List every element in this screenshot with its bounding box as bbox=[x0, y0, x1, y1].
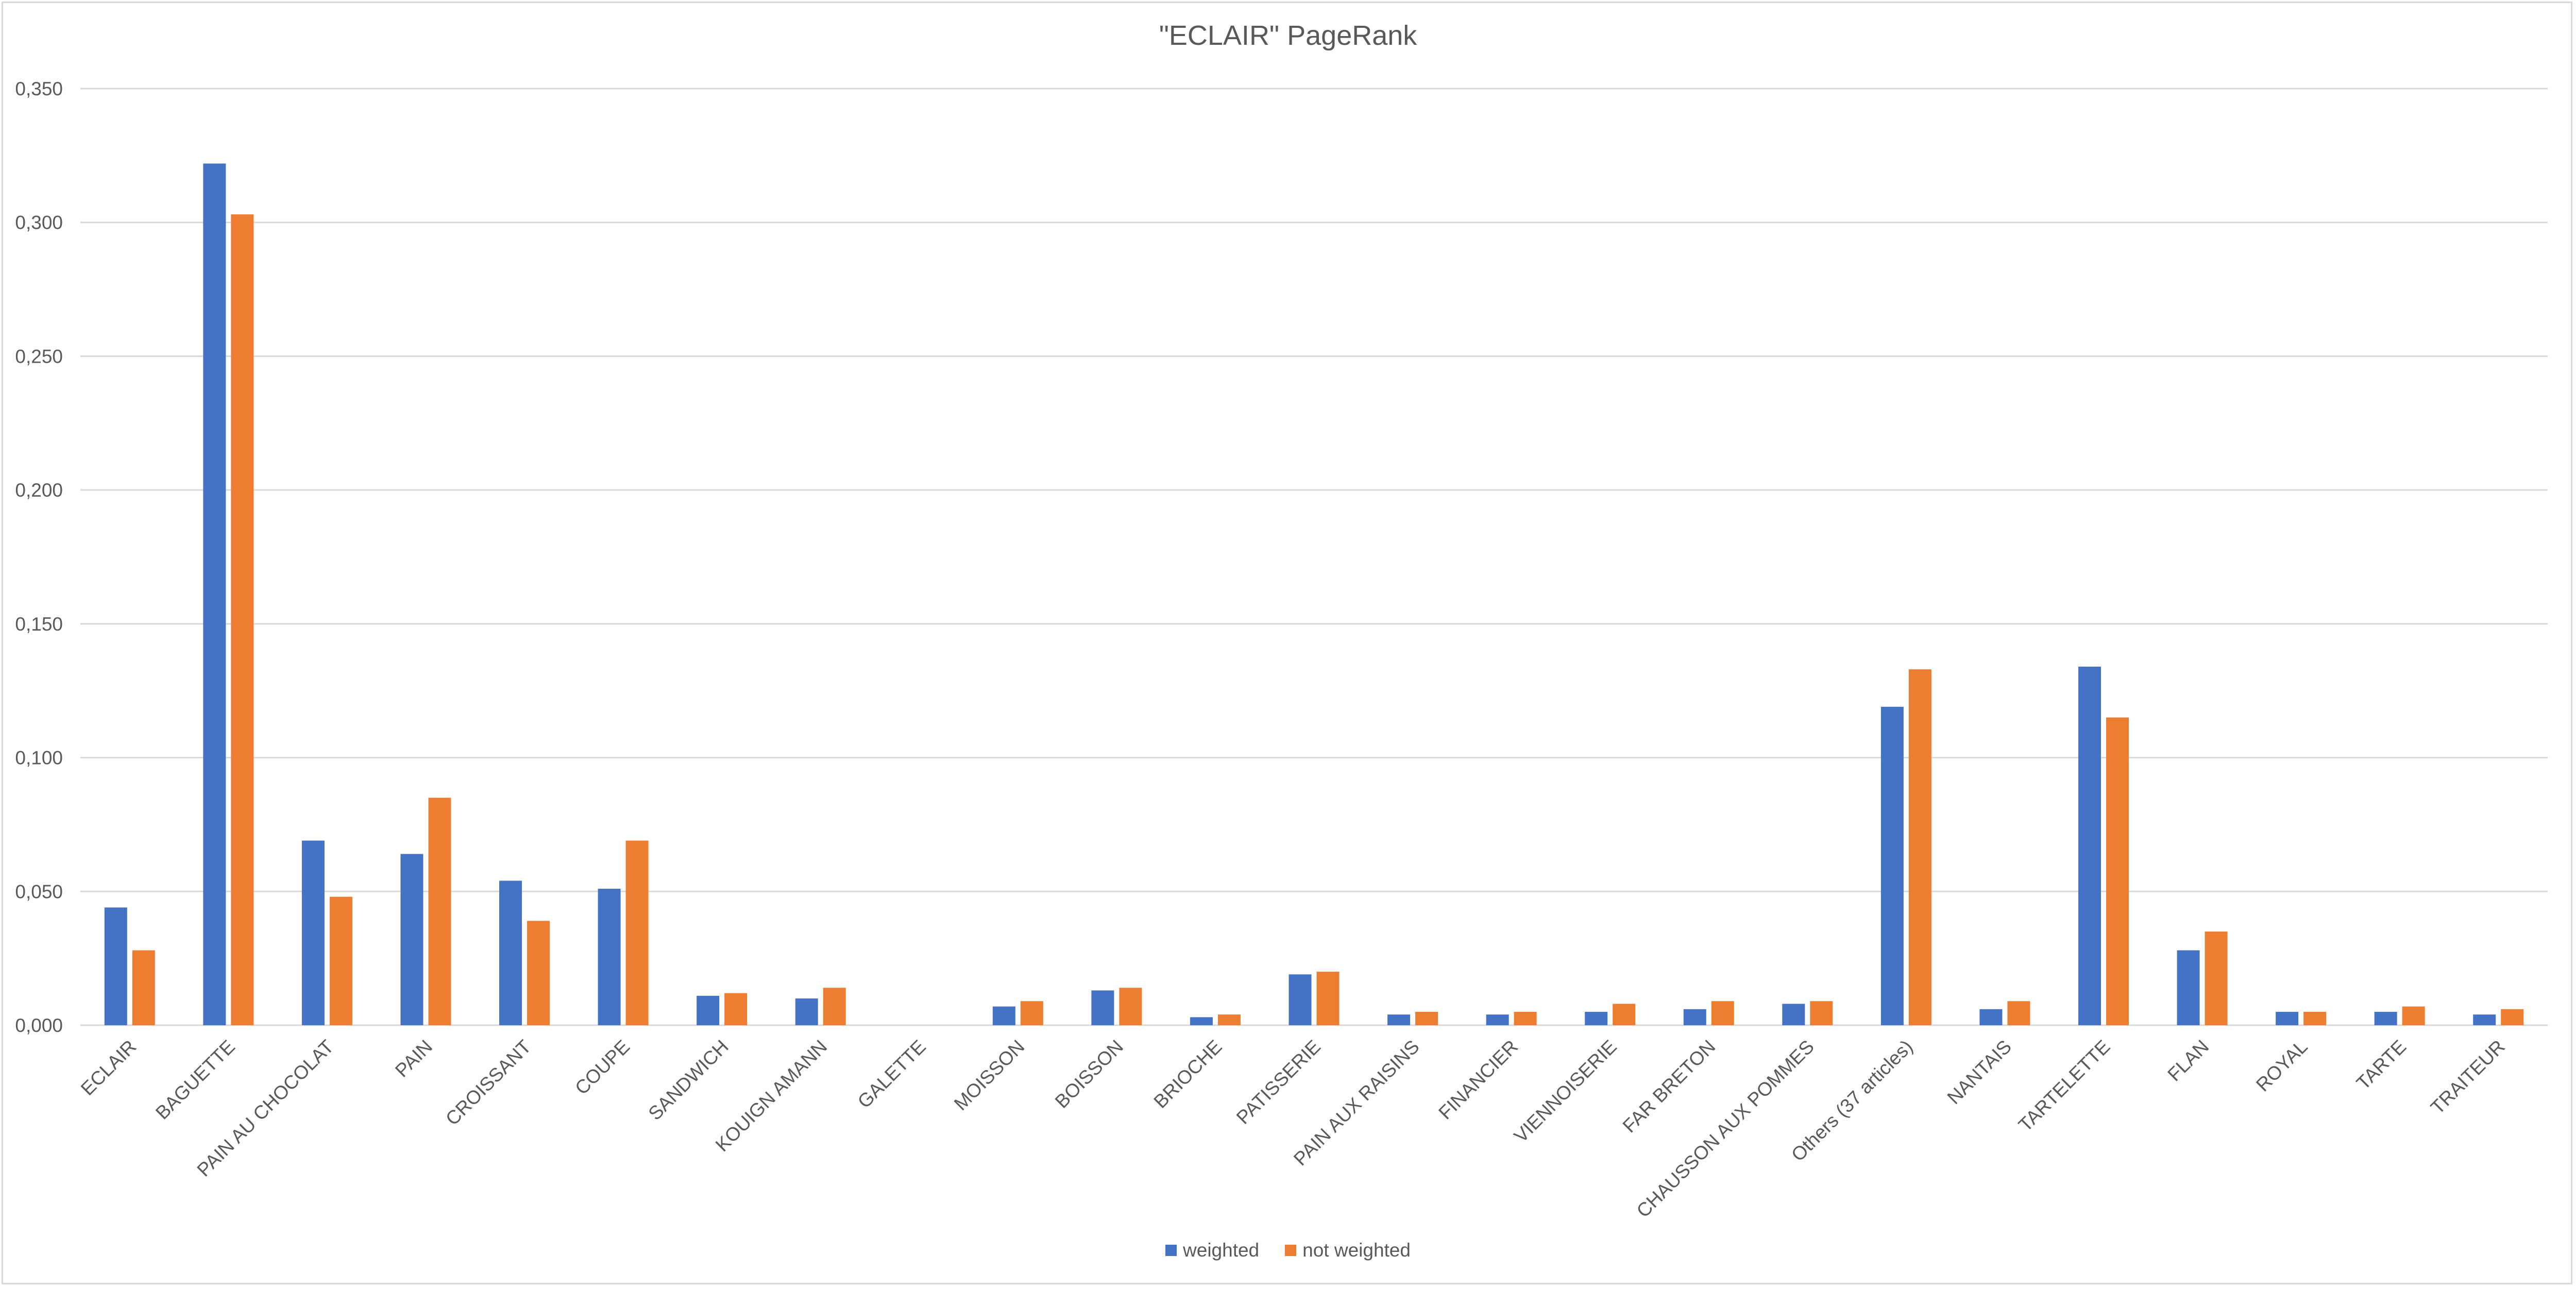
bar-not-weighted bbox=[2106, 717, 2129, 1025]
x-tick-label: ECLAIR bbox=[77, 1036, 141, 1100]
bar-weighted bbox=[2473, 1014, 2496, 1025]
bar-weighted bbox=[1979, 1009, 2003, 1025]
bar-not-weighted bbox=[2402, 1006, 2425, 1025]
y-tick-label: 0,300 bbox=[15, 212, 63, 233]
bar-not-weighted bbox=[1415, 1012, 1438, 1025]
legend-item-weighted: weighted bbox=[1165, 1240, 1259, 1261]
bar-not-weighted bbox=[1119, 988, 1142, 1025]
bar-weighted bbox=[2078, 666, 2101, 1025]
bar-not-weighted bbox=[231, 214, 254, 1025]
y-tick-label: 0,200 bbox=[15, 480, 63, 501]
bar-weighted bbox=[2374, 1012, 2397, 1025]
bar-not-weighted bbox=[2205, 931, 2228, 1025]
bar-weighted bbox=[2276, 1012, 2299, 1025]
y-axis-ticks: 0,000 0,050 0,100 0,150 0,200 0,250 0,300 0,350 bbox=[15, 78, 63, 1036]
x-tick-label: BOISSON bbox=[1051, 1036, 1127, 1112]
y-tick-label: 0,250 bbox=[15, 346, 63, 367]
y-tick-label: 0,100 bbox=[15, 748, 63, 769]
y-tick-label: 0,350 bbox=[15, 78, 63, 99]
x-tick-label: FAR BRETON bbox=[1619, 1036, 1720, 1137]
bar-not-weighted bbox=[329, 896, 352, 1025]
bar-not-weighted bbox=[1711, 1001, 1734, 1025]
y-tick-label: 0,000 bbox=[15, 1015, 63, 1036]
bar-not-weighted bbox=[2007, 1001, 2030, 1025]
bar-weighted bbox=[1289, 974, 1312, 1025]
bar-not-weighted bbox=[1316, 972, 1340, 1025]
x-tick-label: PAIN bbox=[391, 1036, 436, 1081]
bar-not-weighted bbox=[1613, 1004, 1636, 1025]
gridlines bbox=[80, 88, 2548, 1026]
bar-weighted bbox=[301, 840, 325, 1025]
x-tick-label: BAGUETTE bbox=[151, 1036, 239, 1124]
bar-weighted bbox=[1190, 1017, 1213, 1025]
x-tick-label: CHAUSSON AUX POMMES bbox=[1632, 1036, 1818, 1222]
bar-weighted bbox=[1486, 1014, 1509, 1025]
x-tick-label: FINANCIER bbox=[1434, 1036, 1522, 1124]
bar-not-weighted bbox=[1514, 1012, 1537, 1025]
bar-weighted bbox=[499, 880, 522, 1025]
bar-weighted bbox=[598, 889, 621, 1025]
bar-not-weighted bbox=[2303, 1012, 2327, 1025]
legend-label-not-weighted: not weighted bbox=[1302, 1240, 1411, 1261]
bar-weighted bbox=[203, 163, 226, 1026]
legend-swatch-not-weighted bbox=[1285, 1245, 1297, 1256]
bars bbox=[104, 163, 2524, 1026]
y-tick-label: 0,050 bbox=[15, 881, 63, 902]
bar-not-weighted bbox=[1908, 669, 1931, 1025]
x-tick-label: MOISSON bbox=[950, 1036, 1029, 1115]
bar-not-weighted bbox=[527, 921, 550, 1025]
bar-not-weighted bbox=[1020, 1001, 1043, 1025]
bar-not-weighted bbox=[132, 950, 155, 1025]
x-tick-label: SANDWICH bbox=[644, 1036, 732, 1124]
chart-title: "ECLAIR" PageRank bbox=[1159, 20, 1417, 51]
bar-weighted bbox=[400, 854, 423, 1025]
bar-not-weighted bbox=[1810, 1001, 1833, 1025]
bar-not-weighted bbox=[2501, 1009, 2524, 1025]
x-tick-label: COUPE bbox=[571, 1036, 634, 1099]
legend-swatch-weighted bbox=[1165, 1245, 1177, 1256]
y-tick-label: 0,150 bbox=[15, 614, 63, 635]
bar-not-weighted bbox=[1217, 1014, 1241, 1025]
bar-weighted bbox=[1782, 1004, 1805, 1025]
bar-weighted bbox=[1683, 1009, 1706, 1025]
bar-weighted bbox=[1880, 706, 1904, 1025]
bar-weighted bbox=[697, 995, 720, 1025]
x-tick-label: GALETTE bbox=[854, 1036, 930, 1112]
legend-item-not-weighted: not weighted bbox=[1285, 1240, 1411, 1261]
x-tick-label: TRAITEUR bbox=[2427, 1036, 2509, 1118]
bar-not-weighted bbox=[625, 840, 649, 1025]
x-tick-label: TARTELETTE bbox=[2014, 1036, 2114, 1136]
x-tick-label: FLAN bbox=[2163, 1036, 2213, 1086]
bar-weighted bbox=[1387, 1014, 1411, 1025]
x-tick-label: NANTAIS bbox=[1943, 1036, 2015, 1108]
x-tick-label: CROISSANT bbox=[442, 1036, 535, 1130]
bar-weighted bbox=[1585, 1012, 1608, 1025]
x-tick-label: TARTE bbox=[2352, 1036, 2410, 1094]
bar-not-weighted bbox=[724, 993, 748, 1025]
bar-weighted bbox=[992, 1006, 1015, 1025]
bar-not-weighted bbox=[823, 988, 846, 1025]
legend-label-weighted: weighted bbox=[1183, 1240, 1260, 1261]
x-tick-label: ROYAL bbox=[2252, 1036, 2312, 1096]
legend: weighted not weighted bbox=[0, 1240, 2576, 1261]
bar-weighted bbox=[1091, 990, 1114, 1025]
bar-weighted bbox=[2177, 950, 2200, 1025]
bar-weighted bbox=[795, 998, 818, 1025]
bar-weighted bbox=[104, 907, 127, 1025]
x-tick-label: PATISSERIE bbox=[1232, 1036, 1325, 1128]
x-tick-label: BRIOCHE bbox=[1149, 1036, 1226, 1112]
bar-not-weighted bbox=[428, 798, 451, 1025]
x-tick-label: VIENNOISERIE bbox=[1510, 1036, 1621, 1147]
